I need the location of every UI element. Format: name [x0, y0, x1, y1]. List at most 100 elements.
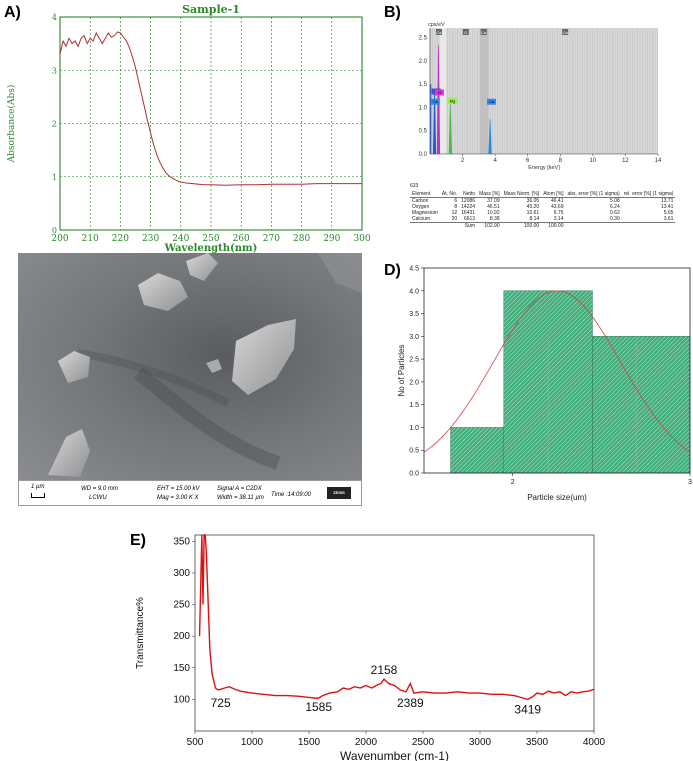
ftir-peak-annotation: 725: [211, 696, 231, 710]
histogram-frame: [423, 267, 691, 474]
ftir-x-tick-label: 3000: [469, 737, 492, 748]
eds-table-cell: 3.14: [553, 216, 564, 222]
histogram-y-tick-label: 4.5: [409, 266, 419, 273]
sem-mag: Mag = 3.00 K X: [157, 495, 199, 501]
eds-top-marker-label: Ca: [481, 30, 487, 35]
eds-table-cell: 6: [454, 198, 458, 204]
sem-wd: WD = 9.0 mm: [81, 486, 118, 492]
panel-label-e: E): [130, 532, 146, 549]
eds-table-cell: 46.41: [550, 198, 564, 204]
eds-x-tick-label: 6: [526, 158, 530, 164]
eds-table-cell: 20: [451, 216, 458, 222]
uv-x-tick-label: 260: [233, 234, 250, 244]
eds-table-cell: 100.00: [523, 223, 540, 229]
uv-y-tick-label: 3: [52, 66, 57, 75]
eds-table-header-cell: Netto: [463, 191, 476, 197]
histogram-bar: [592, 336, 691, 474]
eds-y-tick-label: 2.5: [419, 36, 428, 42]
eds-table-cell: 8.14: [529, 216, 540, 222]
eds-table-row: Oxygen 8 14224 46.51 45.20 43.69 6.24 13.41: [410, 204, 675, 210]
uv-x-tick-label: 250: [202, 234, 219, 244]
eds-table-header-cell: Mass [%]: [479, 191, 500, 197]
eds-table-cell: 6613: [463, 216, 476, 222]
eds-table-cell: Oxygen: [412, 204, 430, 210]
ftir-y-tick-label: 200: [173, 631, 190, 642]
eds-peak-badge-label: Ca: [433, 99, 439, 104]
zeiss-logo: ZEISS: [327, 487, 351, 499]
ftir-y-tick-label: 150: [173, 663, 190, 674]
eds-table-cell: 16431: [461, 210, 476, 216]
eds-table-row: Calcium 20 6613 8.38 8.14 3.14 0.30 3.61: [410, 216, 675, 223]
sem-time: Time :14:09:00: [271, 492, 311, 498]
histogram-y-tick-label: 1.0: [409, 425, 419, 432]
uv-x-tick-label: 290: [323, 234, 340, 244]
ftir-y-tick-label: 250: [173, 600, 190, 611]
sem-particle: [186, 253, 218, 281]
eds-peak-badge-label: Ca: [489, 99, 495, 104]
eds-y-tick-label: 1.0: [419, 105, 428, 111]
eds-y-tick-label: 0.5: [419, 129, 428, 135]
eds-table-cell: 5.08: [610, 198, 620, 204]
eds-table-cell: Calcium: [412, 216, 431, 222]
eds-plot-background: [430, 28, 658, 154]
eds-table-cell: 102.90: [484, 223, 500, 229]
sem-particle: [232, 319, 296, 395]
eds-peak: [488, 119, 492, 155]
sem-eht: EHT = 15.00 kV: [157, 486, 200, 492]
eds-peak-badge-label: O: [438, 90, 441, 95]
eds-table-cell: 5.65: [663, 210, 674, 216]
eds-table-cell: 14224: [461, 204, 476, 210]
eds-peak: [432, 88, 437, 155]
histogram-x-axis-label: Particle size(um): [527, 493, 587, 502]
eds-table-header-cell: abs. error [%] (1 sigma): [567, 191, 620, 197]
ftir-x-tick-label: 4000: [583, 737, 606, 748]
eds-x-axis-label: Energy [keV]: [528, 165, 560, 171]
uv-y-tick-label: 2: [52, 120, 57, 129]
eds-results-table: 633 Element At. No. Netto Mass [%] Mass Norm…: [410, 183, 676, 230]
eds-table-cell: 45.20: [526, 204, 540, 210]
ftir-chart: 100 150 200 250 300 350 500 1000 1500 2000 2500 300…: [135, 534, 606, 761]
ftir-y-axis-label: Transmittance%: [135, 597, 146, 669]
ftir-x-tick-label: 500: [187, 737, 204, 748]
histogram-bar: [450, 427, 505, 474]
ftir-peak-annotation: 2389: [397, 696, 424, 710]
histogram-x-tick-label: 3: [688, 479, 692, 486]
ftir-peak-annotation: 1585: [305, 700, 332, 714]
eds-table-header: Element At. No. Netto Mass [%] Mass Norm. [%…: [410, 191, 676, 198]
histogram-y-axis-label: No of Particles: [397, 344, 406, 396]
ftir-x-tick-label: 2500: [412, 737, 435, 748]
eds-y-tick-label: 2.0: [419, 59, 428, 65]
uv-chart-title: Sample-1: [182, 3, 240, 16]
eds-table-caption: 633: [410, 183, 419, 189]
ftir-y-tick-label: 100: [173, 694, 190, 705]
eds-peak-badge: [447, 97, 457, 104]
uv-x-tick-label: 280: [293, 234, 310, 244]
eds-y-tick-label: 0.0: [419, 152, 428, 158]
eds-table-cell: [440, 223, 459, 230]
eds-table-header-cell: At. No.: [441, 191, 458, 197]
eds-table-cell: Carbon: [412, 198, 429, 204]
eds-table-cell: 36.05: [526, 198, 540, 204]
sem-micrograph: [18, 253, 362, 480]
eds-table-cell: 0.62: [610, 210, 620, 216]
uv-y-tick-label: 0: [52, 226, 57, 235]
histogram-y-tick-label: 0.5: [409, 448, 419, 455]
histogram-y-tick-label: 3.5: [409, 311, 419, 318]
panel-label-b: B): [384, 4, 401, 21]
uv-chart: 200 210 220 230 240 250 260 270 280 290 300 0 1 2 3 4 Sa…: [6, 3, 371, 254]
eds-table-cell: [565, 223, 621, 230]
eds-table-sum-row: Sum 102.90 100.00 100.00: [410, 222, 676, 230]
uv-y-axis-label: Absorbance(Abs): [6, 85, 17, 164]
ftir-frame: [194, 534, 595, 732]
sem-particle: [58, 351, 90, 383]
eds-table-cell: [622, 223, 676, 230]
ftir-transmittance-line: [198, 534, 595, 701]
uv-y-tick-label: 4: [52, 13, 57, 22]
sem-scale-label: 1 µm: [31, 484, 45, 490]
eds-y-axis-label: cps/eV: [428, 22, 445, 28]
sem-lab: LCWU: [89, 495, 107, 501]
histogram-y-tick-label: 4.0: [409, 288, 419, 295]
eds-x-tick-label: 12: [622, 158, 629, 164]
uv-x-tick-label: 200: [51, 234, 68, 244]
eds-table-cell: 8: [454, 204, 458, 210]
